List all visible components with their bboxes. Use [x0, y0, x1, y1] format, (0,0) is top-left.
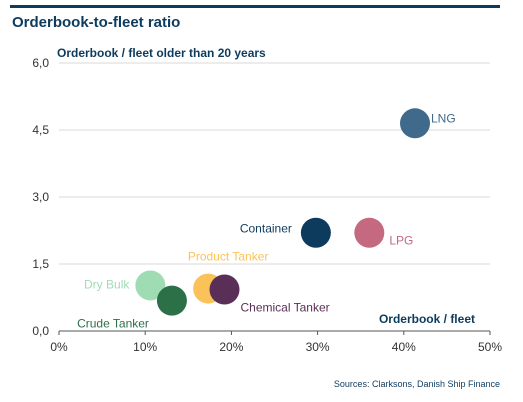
- x-axis-label: Orderbook / fleet: [379, 312, 475, 326]
- x-tick-label: 30%: [306, 340, 330, 354]
- y-axis-label: Orderbook / fleet older than 20 years: [57, 46, 266, 60]
- point-lng: [400, 108, 431, 139]
- x-tick-label: 40%: [392, 340, 416, 354]
- point-labels: LNG LPG Container Product Tanker Chemical Ta…: [77, 111, 456, 330]
- y-tick-label: 1,5: [32, 257, 49, 271]
- page-title: Orderbook-to-fleet ratio: [12, 14, 181, 31]
- y-tick-labels: 0,0 1,5 3,0 4,5 6,0: [32, 56, 49, 338]
- grid-lines: [58, 62, 491, 335]
- scatter-chart: 0,0 1,5 3,0 4,5 6,0 0% 10% 20% 30% 40% 50% Orderb…: [32, 46, 502, 354]
- x-tick-label: 20%: [219, 340, 243, 354]
- label-lng: LNG: [431, 111, 456, 125]
- y-tick-label: 4,5: [32, 123, 49, 137]
- data-points: [135, 108, 431, 316]
- x-tick-label: 0%: [50, 340, 68, 354]
- x-tick-label: 50%: [478, 340, 502, 354]
- source-note: Sources: Clarksons, Danish Ship Finance: [333, 379, 500, 389]
- top-rule: [10, 5, 500, 8]
- label-container: Container: [240, 222, 292, 236]
- x-tick-labels: 0% 10% 20% 30% 40% 50%: [50, 340, 502, 354]
- y-tick-label: 0,0: [32, 324, 49, 338]
- y-tick-label: 3,0: [32, 190, 49, 204]
- point-chemical-tanker: [209, 274, 240, 305]
- point-crude-tanker: [156, 285, 187, 316]
- label-dry-bulk: Dry Bulk: [84, 277, 130, 291]
- point-dry-bulk: [135, 270, 166, 301]
- point-lpg: [354, 217, 385, 248]
- point-container: [300, 217, 331, 248]
- label-crude-tanker: Crude Tanker: [77, 317, 149, 331]
- label-product-tanker: Product Tanker: [188, 250, 269, 264]
- x-tick-label: 10%: [133, 340, 157, 354]
- y-tick-label: 6,0: [32, 56, 49, 70]
- label-chemical-tanker: Chemical Tanker: [241, 300, 330, 314]
- label-lpg: LPG: [389, 234, 413, 248]
